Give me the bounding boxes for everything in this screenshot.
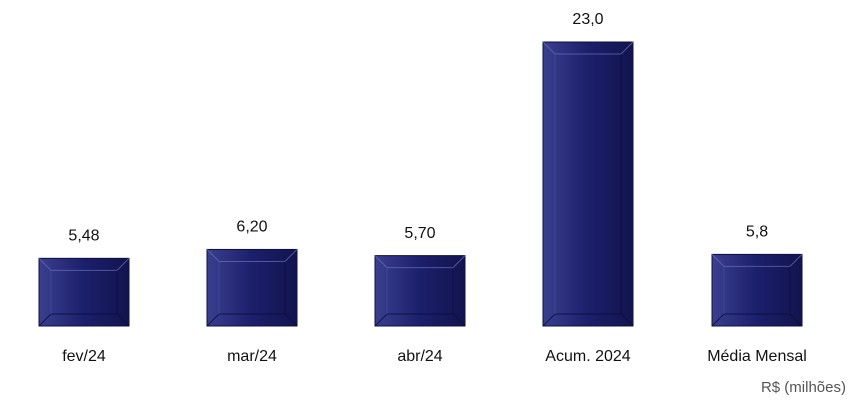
bar-bevel xyxy=(711,313,803,327)
bar-bevel xyxy=(38,313,130,327)
bar-bevel xyxy=(542,313,634,327)
unit-note: R$ (milhões) xyxy=(761,379,846,396)
bar-bevel xyxy=(374,313,466,327)
x-tick-label: mar/24 xyxy=(227,348,277,365)
x-tick-label: fev/24 xyxy=(62,348,106,365)
bar xyxy=(206,248,298,327)
value-label: 5,48 xyxy=(68,228,99,245)
bar-bevel xyxy=(38,257,130,271)
x-tick-label: Acum. 2024 xyxy=(545,348,630,365)
x-tick-label: abr/24 xyxy=(397,348,442,365)
bar-bevel xyxy=(206,249,298,262)
bar xyxy=(374,255,466,327)
bar-bevel xyxy=(542,41,634,55)
value-label: 5,70 xyxy=(404,225,435,242)
value-label: 5,8 xyxy=(746,224,768,241)
bar xyxy=(542,41,634,327)
x-tick-label: Média Mensal xyxy=(707,348,807,365)
bar-bevel xyxy=(711,254,803,267)
bar xyxy=(38,257,130,327)
bar xyxy=(711,253,803,327)
value-label: 23,0 xyxy=(572,11,603,28)
bar-bevel xyxy=(206,313,298,327)
value-label: 6,20 xyxy=(236,219,267,236)
bar-bevel xyxy=(374,255,466,269)
